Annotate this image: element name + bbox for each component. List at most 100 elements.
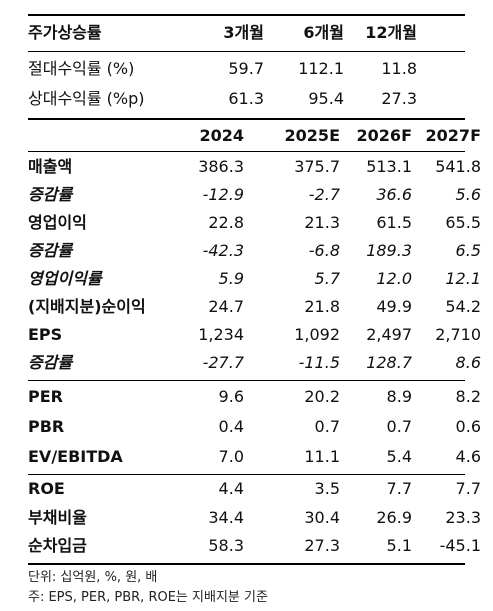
- table-row: 증감률 -27.7 -11.5 128.7 8.6: [28, 348, 481, 378]
- cell: 128.7: [366, 353, 412, 372]
- cell: 11.8: [381, 59, 417, 78]
- year-2026f: 2026F: [356, 126, 412, 145]
- cell: 6.5: [455, 241, 481, 260]
- table-row: (지배지분)순이익 24.7 21.8 49.9 54.2: [28, 292, 481, 322]
- cell: 7.7: [455, 479, 481, 498]
- cell: 5.9: [218, 269, 244, 288]
- cell: 61.3: [228, 89, 264, 108]
- cell: 21.3: [304, 213, 340, 232]
- top-rule: [28, 14, 465, 16]
- row-label: EV/EBITDA: [28, 447, 123, 466]
- row-label: 상대수익률 (%p): [28, 89, 145, 108]
- main-header-divider: [28, 151, 465, 152]
- cell: 4.4: [218, 479, 244, 498]
- row-label: PBR: [28, 417, 65, 436]
- top-header-divider: [28, 51, 465, 52]
- row-label: (지배지분)순이익: [28, 297, 146, 316]
- cell: 1,092: [294, 325, 340, 344]
- row-label: 영업이익: [28, 213, 87, 232]
- cell: 21.8: [304, 297, 340, 316]
- row-label: 증감률: [28, 241, 73, 260]
- cell: 30.4: [304, 508, 340, 527]
- row-label: 매출액: [28, 157, 73, 176]
- section-divider: [28, 474, 465, 475]
- table-row: 매출액 386.3 375.7 513.1 541.8: [28, 152, 481, 182]
- cell: 26.9: [376, 508, 412, 527]
- cell: 2,497: [366, 325, 412, 344]
- cell: 1,234: [198, 325, 244, 344]
- cell: -27.7: [202, 353, 244, 372]
- cell: 34.4: [208, 508, 244, 527]
- cell: 22.8: [208, 213, 244, 232]
- header-12m: 12개월: [365, 23, 417, 42]
- cell: 7.7: [386, 479, 412, 498]
- cell: -2.7: [308, 185, 340, 204]
- cell: 12.0: [376, 269, 412, 288]
- cell: -42.3: [202, 241, 244, 260]
- row-label: 영업이익률: [28, 269, 102, 288]
- table-row: EV/EBITDA 7.0 11.1 5.4 4.6: [28, 442, 481, 472]
- year-2027f: 2027F: [425, 126, 481, 145]
- footnote-basis: 주: EPS, PER, PBR, ROE는 지배지분 기준: [28, 590, 268, 605]
- cell: 11.1: [304, 447, 340, 466]
- cell: 61.5: [376, 213, 412, 232]
- row-label: PER: [28, 387, 63, 406]
- cell: -12.9: [202, 185, 244, 204]
- cell: 3.5: [314, 479, 340, 498]
- cell: 513.1: [366, 157, 412, 176]
- cell: 54.2: [445, 297, 481, 316]
- main-table-header: 2024 2025E 2026F 2027F: [28, 121, 481, 151]
- cell: 27.3: [381, 89, 417, 108]
- cell: 5.7: [314, 269, 340, 288]
- table-row: 순차입금 58.3 27.3 5.1 -45.1: [28, 531, 481, 561]
- cell: 49.9: [376, 297, 412, 316]
- cell: 58.3: [208, 536, 244, 555]
- footnote-unit: 단위: 십억원, %, 원, 배: [28, 570, 158, 585]
- header-label: 주가상승률: [28, 23, 102, 42]
- cell: 24.7: [208, 297, 244, 316]
- cell: 0.7: [386, 417, 412, 436]
- cell: 20.2: [304, 387, 340, 406]
- cell: 189.3: [366, 241, 412, 260]
- table-row: ROE 4.4 3.5 7.7 7.7: [28, 474, 481, 504]
- cell: 0.6: [455, 417, 481, 436]
- table-row: 증감률 -42.3 -6.8 189.3 6.5: [28, 236, 481, 266]
- cell: 0.4: [218, 417, 244, 436]
- row-label: EPS: [28, 325, 63, 344]
- header-3m: 3개월: [223, 23, 264, 42]
- cell: 386.3: [198, 157, 244, 176]
- cell: 5.4: [386, 447, 412, 466]
- table-row: PBR 0.4 0.7 0.7 0.6: [28, 412, 481, 442]
- cell: 36.6: [376, 185, 412, 204]
- table-row: 영업이익 22.8 21.3 61.5 65.5: [28, 208, 481, 238]
- row-label: 순차입금: [28, 536, 87, 555]
- cell: 95.4: [308, 89, 344, 108]
- row-label: 증감률: [28, 185, 73, 204]
- table-row: EPS 1,234 1,092 2,497 2,710: [28, 320, 481, 350]
- cell: 541.8: [435, 157, 481, 176]
- row-label: 부채비율: [28, 508, 87, 527]
- table-row: 부채비율 34.4 30.4 26.9 23.3: [28, 503, 481, 533]
- cell: 0.7: [314, 417, 340, 436]
- year-2024: 2024: [199, 126, 244, 145]
- cell: 65.5: [445, 213, 481, 232]
- table-row: 절대수익률 (%) 59.7 112.1 11.8: [28, 54, 465, 84]
- cell: 5.1: [386, 536, 412, 555]
- top-table-header: 주가상승률 3개월 6개월 12개월: [28, 18, 465, 48]
- table-row: 증감률 -12.9 -2.7 36.6 5.6: [28, 180, 481, 210]
- cell: 23.3: [445, 508, 481, 527]
- cell: 7.0: [218, 447, 244, 466]
- cell: 375.7: [294, 157, 340, 176]
- cell: 27.3: [304, 536, 340, 555]
- cell: 8.6: [455, 353, 481, 372]
- row-label: ROE: [28, 479, 65, 498]
- section-divider: [28, 380, 465, 381]
- row-label: 증감률: [28, 353, 73, 372]
- cell: 112.1: [298, 59, 344, 78]
- cell: 59.7: [228, 59, 264, 78]
- cell: -45.1: [439, 536, 481, 555]
- table-row: PER 9.6 20.2 8.9 8.2: [28, 382, 481, 412]
- cell: 12.1: [445, 269, 481, 288]
- main-top-rule: [28, 118, 465, 120]
- table-row: 영업이익률 5.9 5.7 12.0 12.1: [28, 264, 481, 294]
